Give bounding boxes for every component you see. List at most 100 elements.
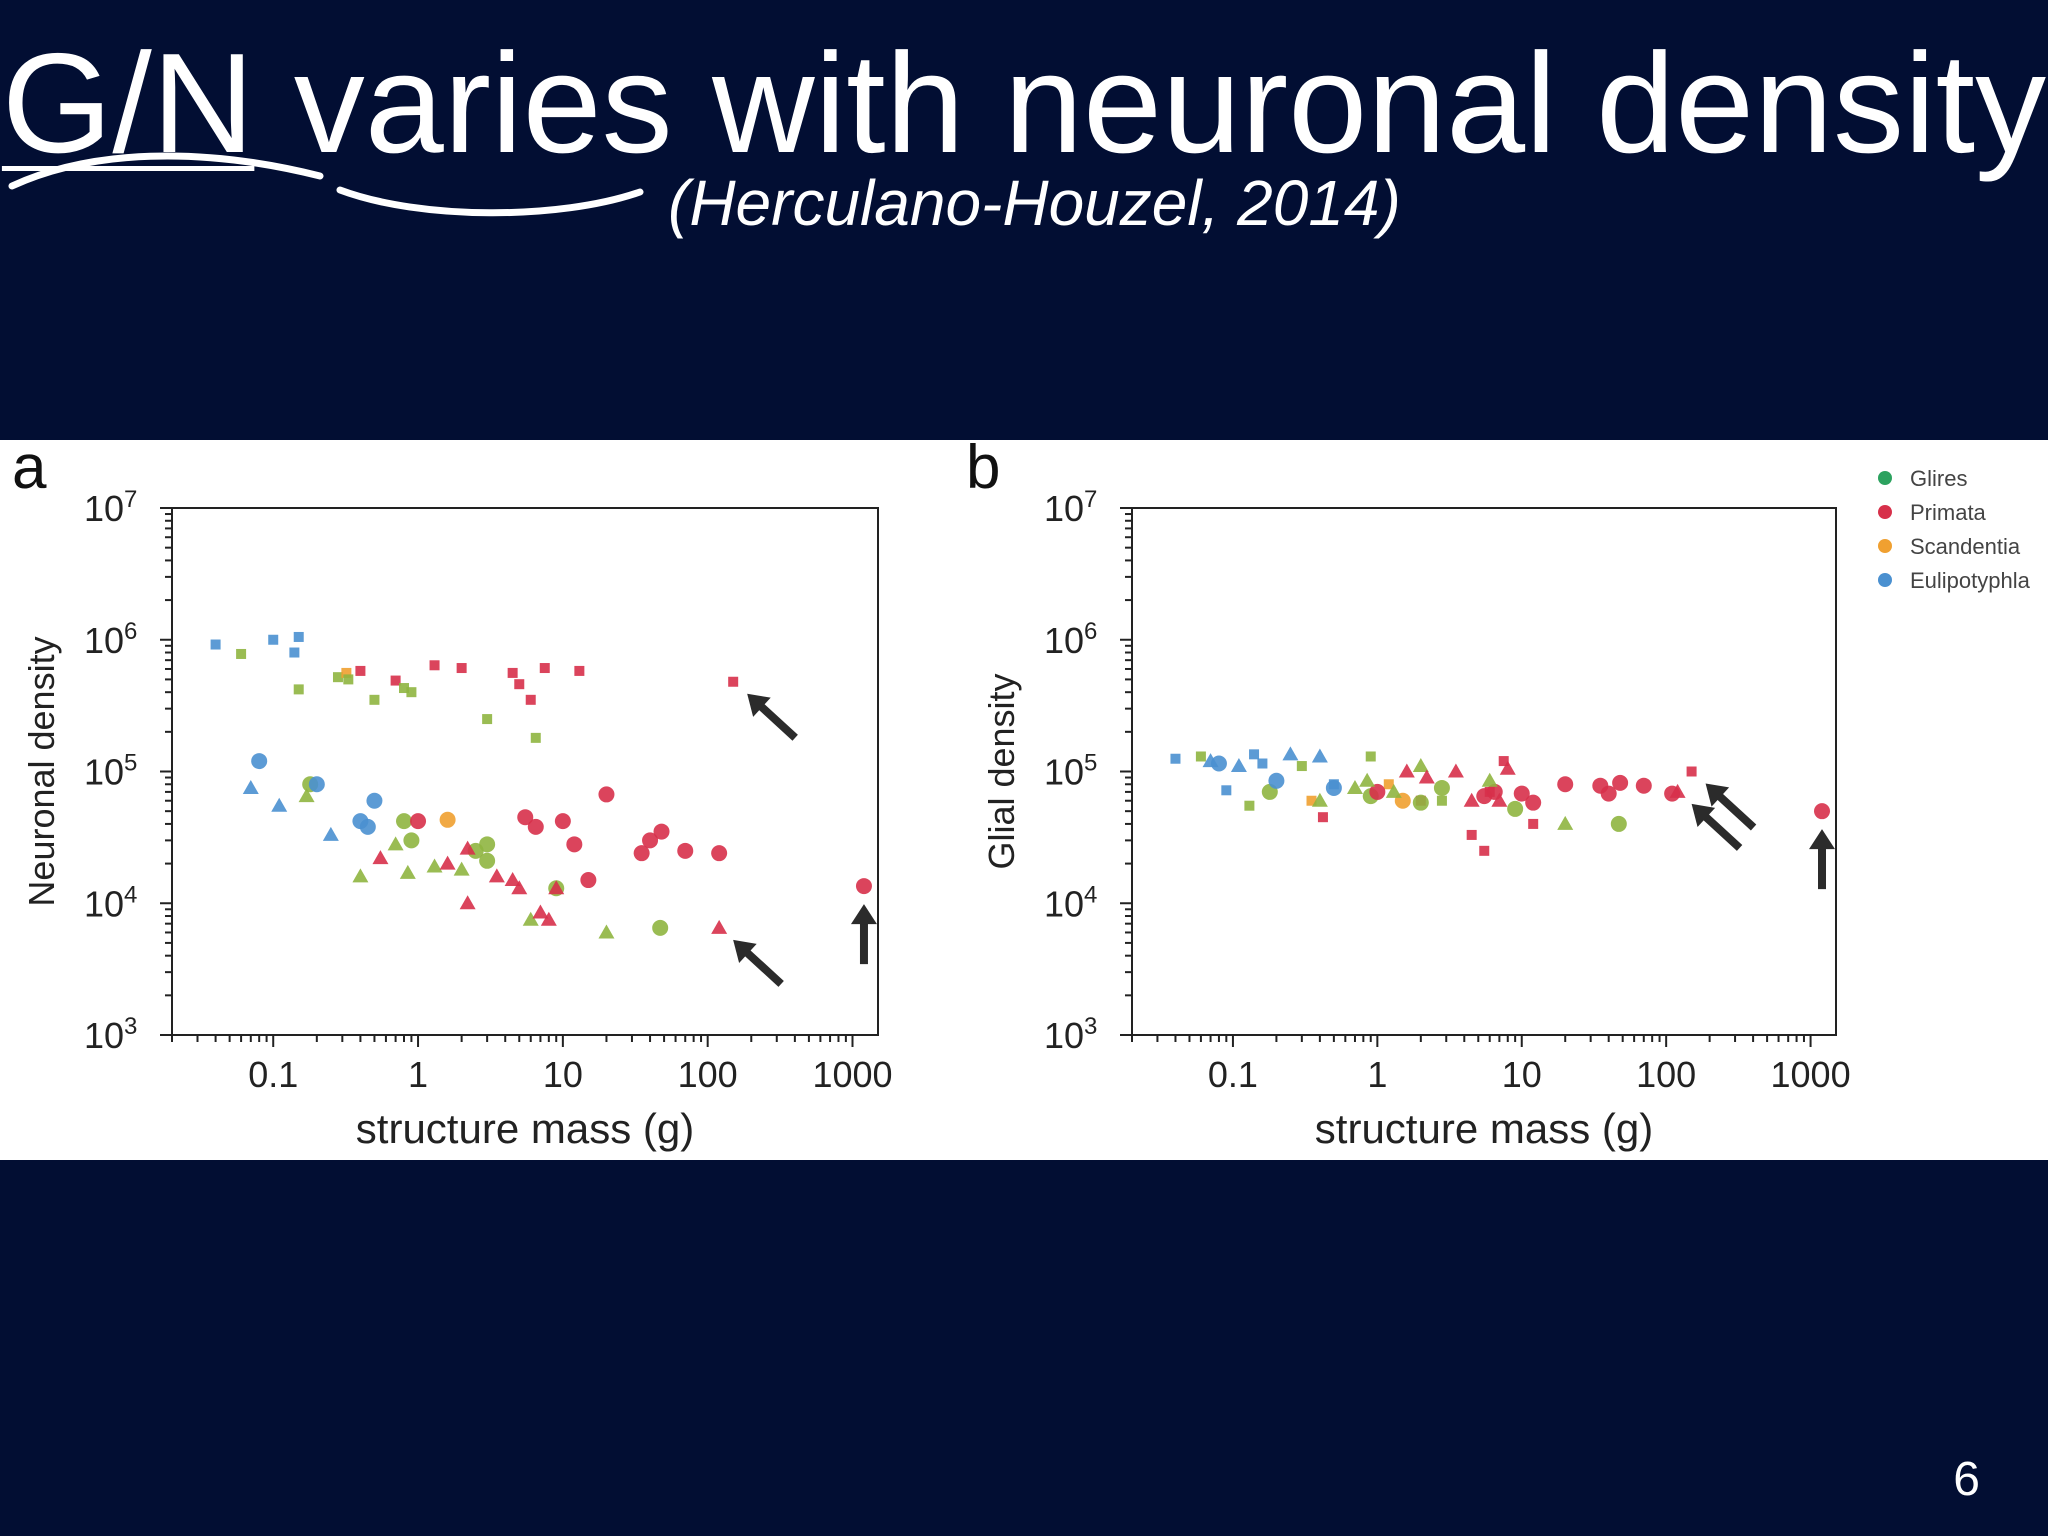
data-point-triangle xyxy=(1311,792,1328,807)
annotation-arrow xyxy=(1809,829,1836,890)
data-point-triangle xyxy=(1202,753,1219,768)
y-tick-label: 103 xyxy=(1044,1013,1097,1056)
data-point-square xyxy=(728,676,739,687)
legend-label: Glires xyxy=(1910,466,1967,491)
legend-marker xyxy=(1878,573,1892,587)
data-point-circle xyxy=(653,823,670,840)
data-point-circle xyxy=(566,836,583,853)
annotation-arrow xyxy=(733,939,784,987)
data-point-triangle xyxy=(298,788,315,803)
data-point-triangle xyxy=(488,868,505,883)
data-point-circle xyxy=(677,842,694,859)
data-point-triangle xyxy=(439,855,456,870)
data-point-triangle xyxy=(426,858,443,873)
citation: (Herculano-Houzel, 2014) xyxy=(668,167,1401,239)
data-point-triangle xyxy=(322,826,339,841)
data-point-circle xyxy=(1369,783,1386,800)
figure-svg: a 0.1 1 10 100 1000 103 104 105 106 107 structure m… xyxy=(12,440,2031,1152)
annotation-arrow xyxy=(850,904,877,965)
data-point-square xyxy=(1257,758,1268,769)
panel-label: a xyxy=(12,440,47,502)
data-point-circle xyxy=(410,813,427,830)
data-point-triangle xyxy=(271,797,288,812)
data-point-triangle xyxy=(459,840,476,855)
data-point-triangle xyxy=(399,864,416,879)
data-point-square xyxy=(1306,795,1317,806)
data-point-circle xyxy=(711,845,728,862)
data-point-triangle xyxy=(1311,748,1328,763)
data-point-square xyxy=(355,665,366,676)
y-tick-label: 105 xyxy=(84,750,137,793)
data-point-triangle xyxy=(1230,758,1247,773)
data-point-square xyxy=(1436,795,1447,806)
y-tick-label: 104 xyxy=(84,881,137,924)
data-point-circle xyxy=(554,813,571,830)
data-point-circle xyxy=(479,836,496,853)
data-point-triangle xyxy=(352,868,369,883)
x-tick-label: 0.1 xyxy=(1208,1054,1258,1095)
x-tick-label: 100 xyxy=(678,1054,738,1095)
annotation-arrow xyxy=(747,693,798,741)
data-point-circle xyxy=(855,878,872,895)
data-point-square xyxy=(456,663,467,674)
plot-frame xyxy=(171,507,879,1036)
data-point-square xyxy=(1195,751,1206,762)
data-point-triangle xyxy=(522,911,539,926)
data-point-circle xyxy=(527,818,544,835)
data-point-square xyxy=(369,694,380,705)
data-point-square xyxy=(343,674,354,685)
data-point-square xyxy=(1466,829,1477,840)
data-point-triangle xyxy=(1385,783,1402,798)
data-point-circle xyxy=(1612,774,1629,791)
page-number: 6 xyxy=(1953,1453,1980,1506)
data-point-triangle xyxy=(540,911,557,926)
data-point-square xyxy=(210,639,221,650)
data-point-circle xyxy=(652,919,669,936)
y-tick-label: 106 xyxy=(84,618,137,661)
data-point-square xyxy=(293,631,304,642)
data-point-square xyxy=(1317,812,1328,823)
data-point-square xyxy=(399,683,410,694)
data-point-square xyxy=(1244,800,1255,811)
panel-label: b xyxy=(966,440,1000,502)
data-point-square xyxy=(429,660,440,671)
legend-marker xyxy=(1878,539,1892,553)
data-point-triangle xyxy=(1447,763,1464,778)
data-point-square xyxy=(1686,766,1697,777)
x-tick-label: 10 xyxy=(543,1054,583,1095)
data-point-circle xyxy=(251,753,268,770)
x-tick-label: 1 xyxy=(1367,1054,1387,1095)
x-tick-label: 1000 xyxy=(1771,1054,1851,1095)
annotation-arrow xyxy=(1691,803,1743,851)
data-point-triangle xyxy=(1346,779,1363,794)
data-point-triangle xyxy=(1463,792,1480,807)
data-point-circle xyxy=(1325,779,1342,796)
data-point-square xyxy=(539,663,550,674)
data-point-circle xyxy=(308,776,325,793)
data-point-circle xyxy=(479,852,496,869)
data-point-square xyxy=(1498,756,1509,767)
data-point-square xyxy=(1365,751,1376,762)
data-point-triangle xyxy=(511,880,528,895)
data-point-square xyxy=(390,675,401,686)
legend-marker xyxy=(1878,505,1892,519)
data-point-square xyxy=(1170,753,1181,764)
data-point-square xyxy=(236,648,247,659)
data-point-square xyxy=(1383,779,1394,790)
data-point-triangle xyxy=(1491,792,1508,807)
data-point-circle xyxy=(1507,800,1524,817)
data-point-circle xyxy=(1412,794,1429,811)
data-point-triangle xyxy=(598,924,615,939)
figure-panel: a 0.1 1 10 100 1000 103 104 105 106 107 structure m… xyxy=(0,440,2048,1160)
x-tick-label: 100 xyxy=(1636,1054,1696,1095)
data-point-triangle xyxy=(242,779,259,794)
data-point-triangle xyxy=(1669,783,1686,798)
data-point-triangle xyxy=(459,895,476,910)
data-point-triangle xyxy=(387,836,404,851)
title-text: varies with neuronal density xyxy=(254,24,2047,183)
data-point-square xyxy=(1249,749,1260,760)
data-point-circle xyxy=(359,818,376,835)
data-point-square xyxy=(1479,845,1490,856)
data-point-circle xyxy=(633,845,650,862)
